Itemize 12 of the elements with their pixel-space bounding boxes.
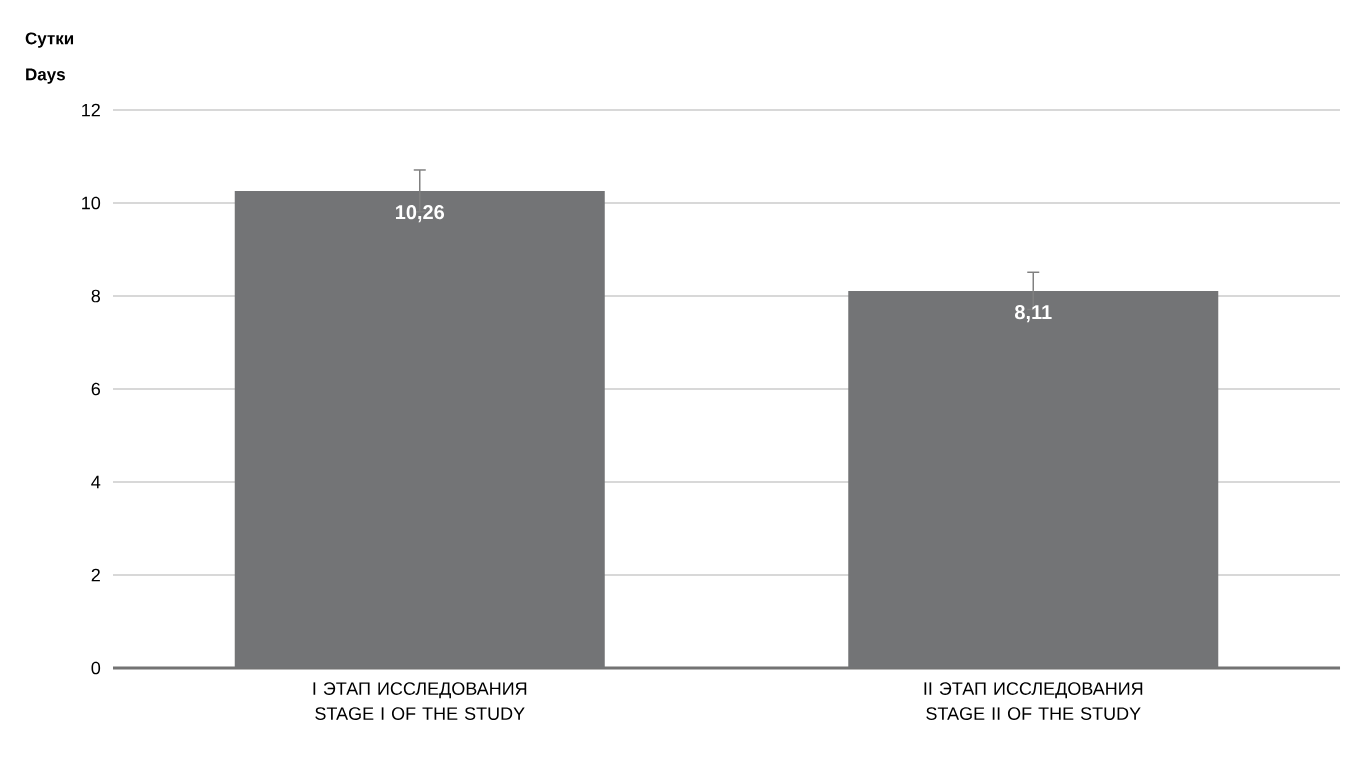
y-tick-label: 4 <box>91 475 101 489</box>
x-tick-label: II ЭТАП ИССЛЕДОВАНИЯ STAGE II OF THE STUDY <box>924 682 1143 720</box>
data-label: 8,11 <box>1014 305 1052 323</box>
text: Сутки Days <box>25 32 74 84</box>
y-tick-label: 12 <box>82 103 100 117</box>
x-tick-label: I ЭТАП ИССЛЕДОВАНИЯ STAGE I OF THE STUDY <box>313 682 527 720</box>
data-label: 10,26 <box>395 205 445 223</box>
y-tick-label: 8 <box>91 289 101 303</box>
y-tick-label: 0 <box>91 661 101 675</box>
y-tick-label: 10 <box>82 196 101 210</box>
y-tick-label: 2 <box>91 568 100 582</box>
y-tick-label: 6 <box>91 382 101 396</box>
